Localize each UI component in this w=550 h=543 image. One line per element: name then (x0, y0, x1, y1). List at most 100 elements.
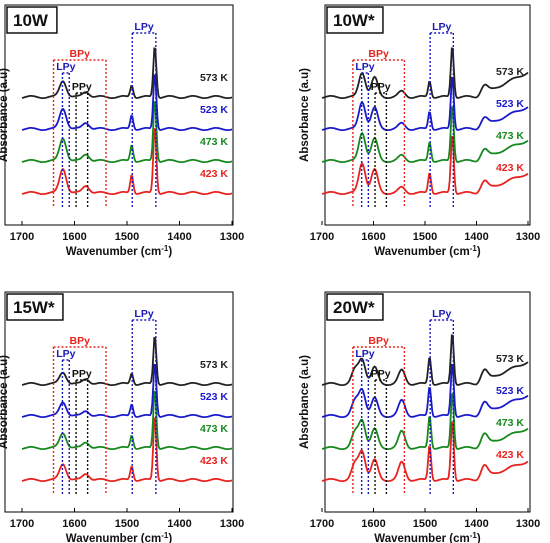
series-line-423k (321, 135, 529, 195)
annotation-lpy: LPy (56, 61, 76, 207)
y-axis-label: Absorbance (a.u) (299, 68, 311, 162)
plot-frame (4, 4, 234, 226)
annotation-lpy: LPy (131, 21, 157, 207)
x-tick-label: 1700 (310, 231, 334, 243)
annotation-lpy: LPy (56, 348, 76, 494)
x-tick-label: 1300 (516, 231, 540, 243)
x-tick-label: 1500 (413, 231, 437, 243)
series-label: 523 K (496, 385, 524, 397)
annotation-label: PPy (371, 368, 391, 380)
series-label: 523 K (200, 391, 228, 403)
x-tick-label: 1300 (220, 231, 244, 243)
series-line-573k (321, 47, 529, 99)
annotation-ppy: PPy (72, 368, 92, 494)
plot-frame (324, 4, 531, 226)
chart-panel-3: 15W* 1700 1600 1500 1400 1300 Wavenumber (cm-1… (0, 291, 244, 543)
annotation-label: LPy (432, 21, 451, 33)
panel-title: 10W (13, 11, 49, 30)
series-line-423k (21, 127, 233, 195)
annotation-bpy: BPy (352, 335, 406, 494)
series-label: 473 K (496, 130, 524, 142)
annotation-bpy: BPy (352, 48, 406, 207)
series-label: 473 K (200, 136, 228, 148)
series-line-573k (21, 336, 233, 386)
x-axis-label: Wavenumber (cm-1) (374, 531, 481, 543)
series-label: 573 K (496, 353, 524, 365)
panel-title-box (326, 6, 384, 34)
x-tick-label: 1600 (361, 231, 385, 243)
series-line-423k (321, 421, 529, 482)
x-tick-label: 1400 (464, 518, 488, 530)
series-line-523k (21, 74, 233, 131)
series-line-473k (21, 390, 233, 450)
plot-frame (324, 291, 531, 513)
x-tick-label: 1400 (167, 231, 191, 243)
annotation-lpy: LPy (355, 348, 375, 494)
annotation-label: LPy (355, 61, 374, 73)
series-label: 573 K (496, 66, 524, 78)
annotation-bpy: BPy (52, 335, 107, 494)
x-tick-label: 1500 (115, 518, 139, 530)
series-label: 423 K (200, 455, 228, 467)
annotation-lpy: LPy (131, 308, 157, 494)
series-line-423k (21, 417, 233, 482)
series-label: 523 K (200, 104, 228, 116)
series-label: 423 K (200, 168, 228, 180)
annotation-label: LPy (134, 21, 153, 33)
series-line-473k (21, 100, 233, 163)
annotation-ppy: PPy (72, 81, 92, 207)
series-line-473k (321, 393, 529, 450)
x-tick-label: 1600 (62, 518, 86, 530)
y-axis-label: Absorbance (a.u) (299, 355, 311, 449)
x-tick-label: 1700 (10, 518, 34, 530)
x-tick-label: 1700 (10, 231, 34, 243)
annotation-bpy: BPy (52, 48, 107, 207)
annotation-label: BPy (70, 48, 91, 60)
x-tick-label: 1700 (310, 518, 334, 530)
plot-frame (4, 291, 234, 513)
series-label: 573 K (200, 72, 228, 84)
annotation-label: LPy (432, 308, 451, 320)
annotation-label: PPy (72, 368, 92, 380)
panel-title-box (326, 293, 384, 321)
annotation-label: BPy (70, 335, 91, 347)
x-tick-label: 1400 (167, 518, 191, 530)
series-label: 523 K (496, 98, 524, 110)
annotation-label: BPy (368, 335, 389, 347)
series-line-473k (321, 106, 529, 163)
x-tick-label: 1600 (361, 518, 385, 530)
annotation-lpy: LPy (429, 308, 455, 494)
panel-title: 10W* (333, 11, 375, 30)
series-label: 473 K (200, 423, 228, 435)
series-line-573k (321, 334, 529, 386)
panel-title-box (6, 293, 64, 321)
chart-panel-2: 10W* 1700 1600 1500 1400 1300 Wavenumber (cm-1… (299, 4, 540, 258)
series-label: 423 K (496, 449, 524, 461)
annotation-label: LPy (355, 348, 374, 360)
x-tick-label: 1600 (62, 231, 86, 243)
annotation-lpy: LPy (355, 61, 375, 207)
x-tick-label: 1300 (516, 518, 540, 530)
annotation-label: BPy (368, 48, 389, 60)
x-axis-label: Wavenumber (cm-1) (66, 531, 173, 543)
annotation-label: PPy (371, 81, 391, 93)
x-axis-label: Wavenumber (cm-1) (374, 244, 481, 258)
annotation-label: PPy (72, 81, 92, 93)
x-tick-label: 1300 (220, 518, 244, 530)
y-axis-label: Absorbance (a.u) (0, 68, 10, 162)
series-line-573k (21, 47, 233, 99)
annotation-ppy: PPy (371, 81, 391, 207)
chart-panel-1: 10W 1700 1600 1500 1400 1300 Wavenumber (cm-1)… (0, 4, 244, 258)
panel-title-box (6, 6, 58, 34)
annotation-label: LPy (56, 348, 75, 360)
series-line-523k (321, 363, 529, 418)
annotation-lpy: LPy (429, 21, 455, 207)
series-label: 423 K (496, 162, 524, 174)
series-label: 473 K (496, 417, 524, 429)
panel-title: 20W* (333, 298, 375, 317)
x-tick-label: 1400 (464, 231, 488, 243)
series-label: 573 K (200, 359, 228, 371)
panel-title: 15W* (13, 298, 55, 317)
annotation-label: LPy (56, 61, 75, 73)
